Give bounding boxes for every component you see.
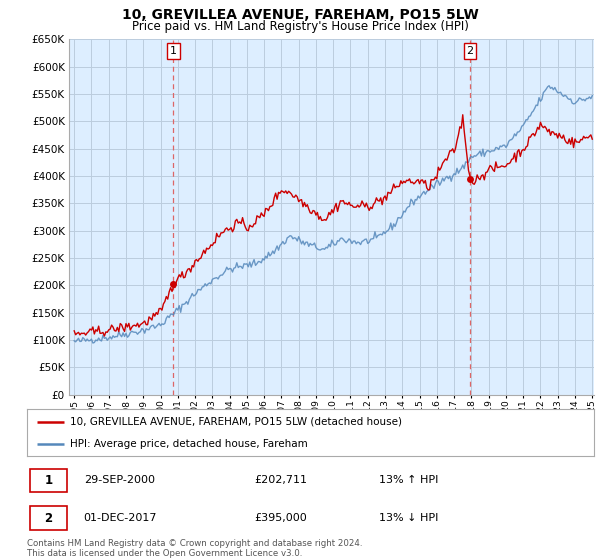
Text: 2: 2 <box>466 46 473 56</box>
Text: 1: 1 <box>170 46 177 56</box>
Text: 29-SEP-2000: 29-SEP-2000 <box>84 475 155 486</box>
Text: 13% ↑ HPI: 13% ↑ HPI <box>379 475 438 486</box>
Text: Contains HM Land Registry data © Crown copyright and database right 2024.
This d: Contains HM Land Registry data © Crown c… <box>27 539 362 558</box>
FancyBboxPatch shape <box>30 506 67 530</box>
Text: 1: 1 <box>44 474 52 487</box>
Text: 10, GREVILLEA AVENUE, FAREHAM, PO15 5LW: 10, GREVILLEA AVENUE, FAREHAM, PO15 5LW <box>122 8 478 22</box>
Text: £202,711: £202,711 <box>254 475 307 486</box>
Text: Price paid vs. HM Land Registry's House Price Index (HPI): Price paid vs. HM Land Registry's House … <box>131 20 469 32</box>
Text: 01-DEC-2017: 01-DEC-2017 <box>84 513 157 523</box>
Text: 13% ↓ HPI: 13% ↓ HPI <box>379 513 438 523</box>
Text: 2: 2 <box>44 512 52 525</box>
Text: £395,000: £395,000 <box>254 513 307 523</box>
Text: HPI: Average price, detached house, Fareham: HPI: Average price, detached house, Fare… <box>70 438 307 449</box>
FancyBboxPatch shape <box>30 469 67 492</box>
Text: 10, GREVILLEA AVENUE, FAREHAM, PO15 5LW (detached house): 10, GREVILLEA AVENUE, FAREHAM, PO15 5LW … <box>70 417 401 427</box>
